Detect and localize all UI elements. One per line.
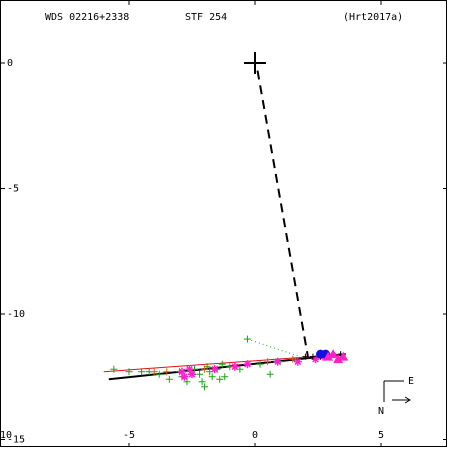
magenta-star-point-d2 bbox=[211, 365, 219, 373]
y-tick-label: -10 bbox=[7, 309, 25, 320]
green-plus-point bbox=[216, 375, 224, 383]
y-tick-label: -15 bbox=[7, 435, 25, 446]
magenta-star-point bbox=[293, 357, 302, 366]
data-points bbox=[110, 52, 349, 391]
magenta-triangle-point bbox=[323, 351, 334, 361]
x-tick-label: -5 bbox=[123, 430, 135, 441]
magenta-triangle-point bbox=[338, 351, 349, 361]
magenta-star-point-d2 bbox=[231, 363, 239, 371]
magenta-star-point-d2 bbox=[294, 358, 302, 366]
dark-plus-point bbox=[309, 353, 316, 360]
x-tick-label: 5 bbox=[378, 430, 384, 441]
orange-plus-point bbox=[150, 368, 158, 376]
x-tick-label: 0 bbox=[252, 430, 258, 441]
arrow-head-icon bbox=[404, 396, 411, 404]
green-dotted-line bbox=[247, 338, 301, 358]
green-plus-point bbox=[165, 375, 173, 383]
green-plus-point bbox=[201, 383, 209, 391]
y-tick-label: 0 bbox=[7, 58, 13, 69]
reference-label: (Hrt2017a) bbox=[343, 12, 403, 23]
green-plus-point bbox=[198, 378, 206, 386]
orange-plus-point bbox=[201, 365, 209, 373]
magenta-star-point bbox=[273, 357, 282, 366]
magenta-triangle-point bbox=[333, 354, 344, 364]
magenta-triangle-point bbox=[328, 349, 339, 359]
green-plus-point bbox=[218, 360, 226, 368]
compass-north-label: N bbox=[378, 406, 384, 417]
green-plus-point bbox=[110, 365, 118, 373]
magenta-star-point bbox=[210, 365, 219, 374]
fit-lines bbox=[103, 70, 346, 381]
magenta-star-point bbox=[188, 370, 196, 379]
magenta-star-point-d2 bbox=[244, 360, 251, 368]
green-plus-point bbox=[155, 370, 163, 378]
dark-plus-point bbox=[302, 353, 309, 360]
model-line bbox=[103, 353, 346, 373]
primary-star-marker bbox=[244, 52, 266, 74]
green-plus-point bbox=[243, 335, 251, 343]
y-tick-label: -5 bbox=[7, 184, 19, 195]
green-plus-point bbox=[196, 370, 204, 378]
green-plus-point bbox=[266, 370, 274, 378]
green-plus-point bbox=[256, 360, 264, 368]
orange-plus-point bbox=[264, 358, 272, 366]
magenta-star-point-d2 bbox=[178, 368, 186, 376]
green-plus-point bbox=[125, 368, 133, 376]
residual-dashed-line bbox=[256, 70, 309, 357]
magenta-star-point bbox=[230, 362, 239, 371]
orange-plus-point bbox=[163, 368, 171, 376]
green-plus-point bbox=[221, 373, 229, 381]
magenta-star-point-d2 bbox=[188, 370, 196, 378]
discoverer-label: STF 254 bbox=[185, 12, 227, 23]
magenta-star-point bbox=[243, 360, 252, 369]
magenta-star-point-d2 bbox=[181, 373, 188, 381]
green-plus-point bbox=[208, 373, 216, 381]
corner-label: 10 bbox=[0, 430, 12, 441]
magenta-star-point-d2 bbox=[186, 365, 193, 373]
compass: E N bbox=[378, 376, 414, 417]
wds-label: WDS 02216+2338 bbox=[45, 12, 129, 23]
green-plus-point bbox=[138, 368, 146, 376]
compass-east-label: E bbox=[408, 376, 414, 387]
magenta-star-point-d2 bbox=[274, 358, 282, 366]
magenta-star-point bbox=[180, 372, 189, 381]
